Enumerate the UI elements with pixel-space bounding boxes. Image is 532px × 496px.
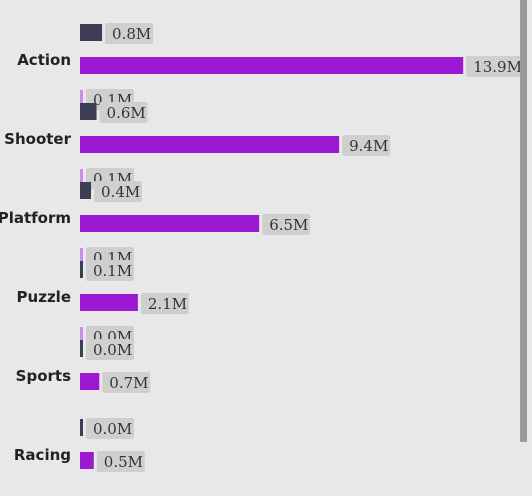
data-label: 0.0M bbox=[93, 420, 132, 438]
bar bbox=[80, 215, 260, 232]
data-label-box bbox=[466, 56, 524, 77]
bar bbox=[80, 340, 83, 357]
bar bbox=[80, 373, 100, 390]
data-label-box bbox=[94, 181, 143, 202]
data-label-box bbox=[262, 214, 311, 235]
bar bbox=[80, 419, 83, 436]
category-label: Shooter bbox=[4, 130, 71, 148]
category-label: Action bbox=[17, 51, 71, 69]
category-label: Sports bbox=[16, 367, 71, 385]
bar bbox=[80, 327, 83, 344]
data-label: 0.7M bbox=[109, 374, 148, 392]
data-label: 0.4M bbox=[101, 183, 140, 201]
data-label: 13.9M bbox=[473, 58, 522, 76]
category-label: Racing bbox=[14, 446, 71, 464]
data-label-box bbox=[86, 260, 134, 281]
data-label: 0.5M bbox=[104, 453, 143, 471]
data-label-box bbox=[99, 102, 148, 123]
data-label-box bbox=[86, 418, 134, 439]
data-label-box bbox=[96, 451, 145, 472]
bar bbox=[80, 90, 83, 107]
category-group-racing: Racing 0.0M 0.5M bbox=[14, 418, 145, 472]
data-label: 0.0M bbox=[93, 341, 132, 359]
data-label: 0.6M bbox=[107, 104, 146, 122]
bar bbox=[80, 294, 138, 311]
category-label: Platform bbox=[0, 209, 71, 227]
data-label: 9.4M bbox=[349, 137, 388, 155]
bar bbox=[80, 452, 94, 469]
data-label-box bbox=[140, 293, 189, 314]
scrollbar[interactable] bbox=[520, 0, 527, 442]
category-group-sports: Sports 0.0M 0.7M bbox=[16, 339, 151, 393]
bar bbox=[80, 103, 97, 120]
bar bbox=[80, 24, 103, 41]
bar bbox=[80, 261, 83, 278]
bar bbox=[80, 182, 92, 199]
data-label: 2.1M bbox=[148, 295, 187, 313]
data-label-box bbox=[105, 23, 154, 44]
bar bbox=[80, 169, 83, 186]
bar bbox=[80, 248, 83, 265]
data-label-box bbox=[86, 339, 134, 360]
data-label-box bbox=[102, 372, 151, 393]
bar bbox=[80, 136, 340, 153]
category-label: Puzzle bbox=[17, 288, 71, 306]
data-label: 0.8M bbox=[112, 25, 151, 43]
data-label: 6.5M bbox=[269, 216, 308, 234]
bar bbox=[80, 57, 464, 74]
data-label-box bbox=[342, 135, 391, 156]
data-label: 0.1M bbox=[93, 262, 132, 280]
